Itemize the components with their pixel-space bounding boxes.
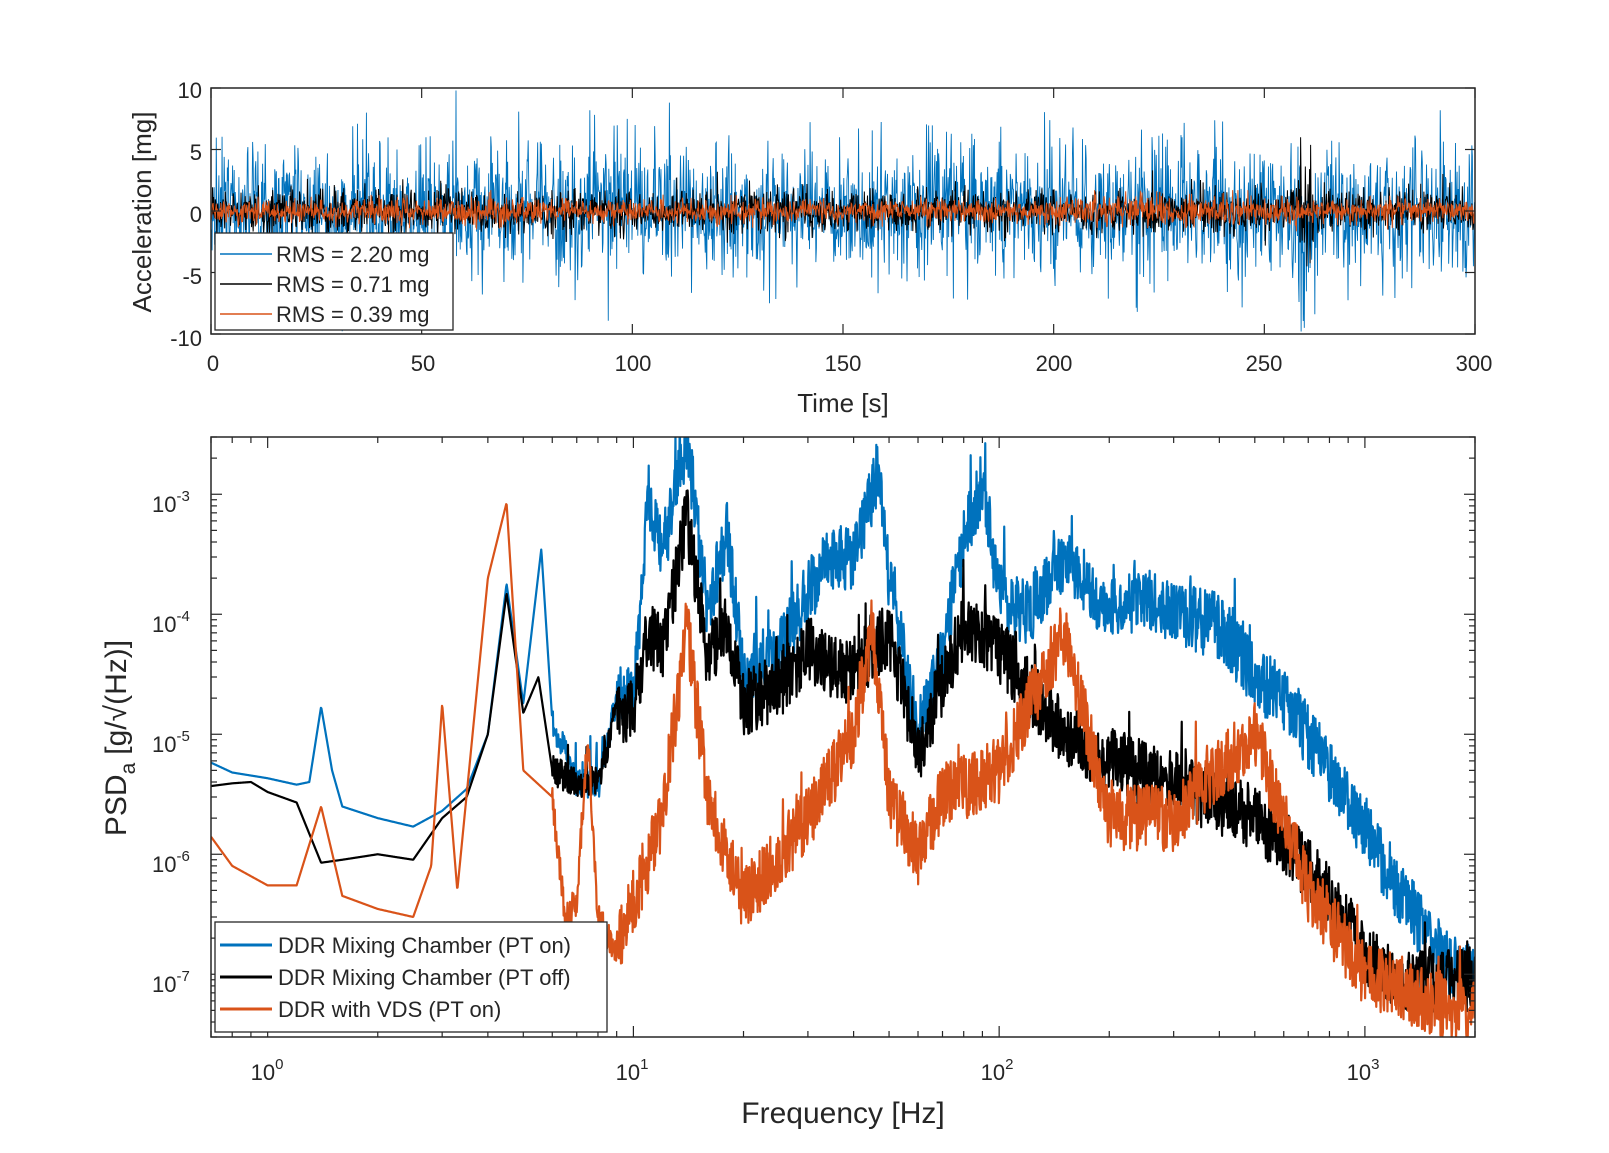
time-xtick-label: 150 [825, 351, 862, 376]
time-legend-label: RMS = 2.20 mg [276, 242, 429, 267]
time-xtick-label: 200 [1036, 351, 1073, 376]
psd-plot-frame [210, 436, 1476, 1038]
psd-axis-ticks [210, 436, 1476, 1038]
psd-legend-label: DDR Mixing Chamber (PT on) [278, 933, 571, 958]
psd-series-1-line [211, 437, 1475, 1008]
psd-ytick-label: 10-7 [152, 968, 190, 997]
psd-legend-label: DDR Mixing Chamber (PT off) [278, 965, 571, 990]
time-legend: RMS = 2.20 mg RMS = 0.71 mg RMS = 0.39 m… [214, 232, 454, 331]
psd-series-lines [211, 437, 1475, 1037]
psd-xtick-label: 100 [251, 1056, 284, 1085]
time-y-axis-label: Acceleration [mg] [127, 112, 157, 313]
time-xtick-label: 250 [1246, 351, 1283, 376]
time-xtick-label: 300 [1456, 351, 1493, 376]
psd-series-3-line [211, 503, 1475, 1037]
time-axis-ticks [210, 87, 1476, 335]
psd-xtick-label: 103 [1347, 1056, 1380, 1085]
time-series-lines [211, 90, 1475, 332]
time-ytick-label: -5 [182, 264, 202, 289]
time-ytick-label: 5 [190, 140, 202, 165]
psd-ytick-label: 10-4 [152, 608, 190, 637]
psd-xtick-label: 102 [981, 1056, 1014, 1085]
time-series-chart: 0 50 100 150 200 250 300 10 5 0 -5 -10 T… [127, 78, 1492, 418]
time-legend-label: RMS = 0.71 mg [276, 272, 429, 297]
psd-legend-label: DDR with VDS (PT on) [278, 997, 501, 1022]
time-series-3-line [211, 190, 1475, 232]
psd-chart: 100 101 102 103 10-3 10-4 10-5 10-6 10-7… [100, 436, 1476, 1130]
time-x-axis-label: Time [s] [797, 388, 888, 418]
time-ytick-label: 10 [178, 78, 202, 103]
psd-ytick-label: 10-6 [152, 848, 190, 877]
time-xtick-label: 0 [207, 351, 219, 376]
psd-legend: DDR Mixing Chamber (PT on) DDR Mixing Ch… [214, 921, 608, 1033]
time-xtick-label: 50 [411, 351, 435, 376]
psd-ytick-label: 10-5 [152, 728, 190, 757]
psd-legend-box [214, 921, 608, 1033]
psd-series-2-line [211, 489, 1475, 1014]
psd-ytick-label: 10-3 [152, 488, 190, 517]
time-legend-label: RMS = 0.39 mg [276, 302, 429, 327]
time-ytick-label: -10 [170, 326, 202, 351]
time-ytick-label: 0 [190, 202, 202, 227]
psd-y-axis-label: PSDa[g/√(Hz)] [100, 640, 140, 836]
psd-xtick-label: 101 [616, 1056, 649, 1085]
psd-x-axis-label: Frequency [Hz] [741, 1097, 944, 1130]
time-xtick-label: 100 [615, 351, 652, 376]
